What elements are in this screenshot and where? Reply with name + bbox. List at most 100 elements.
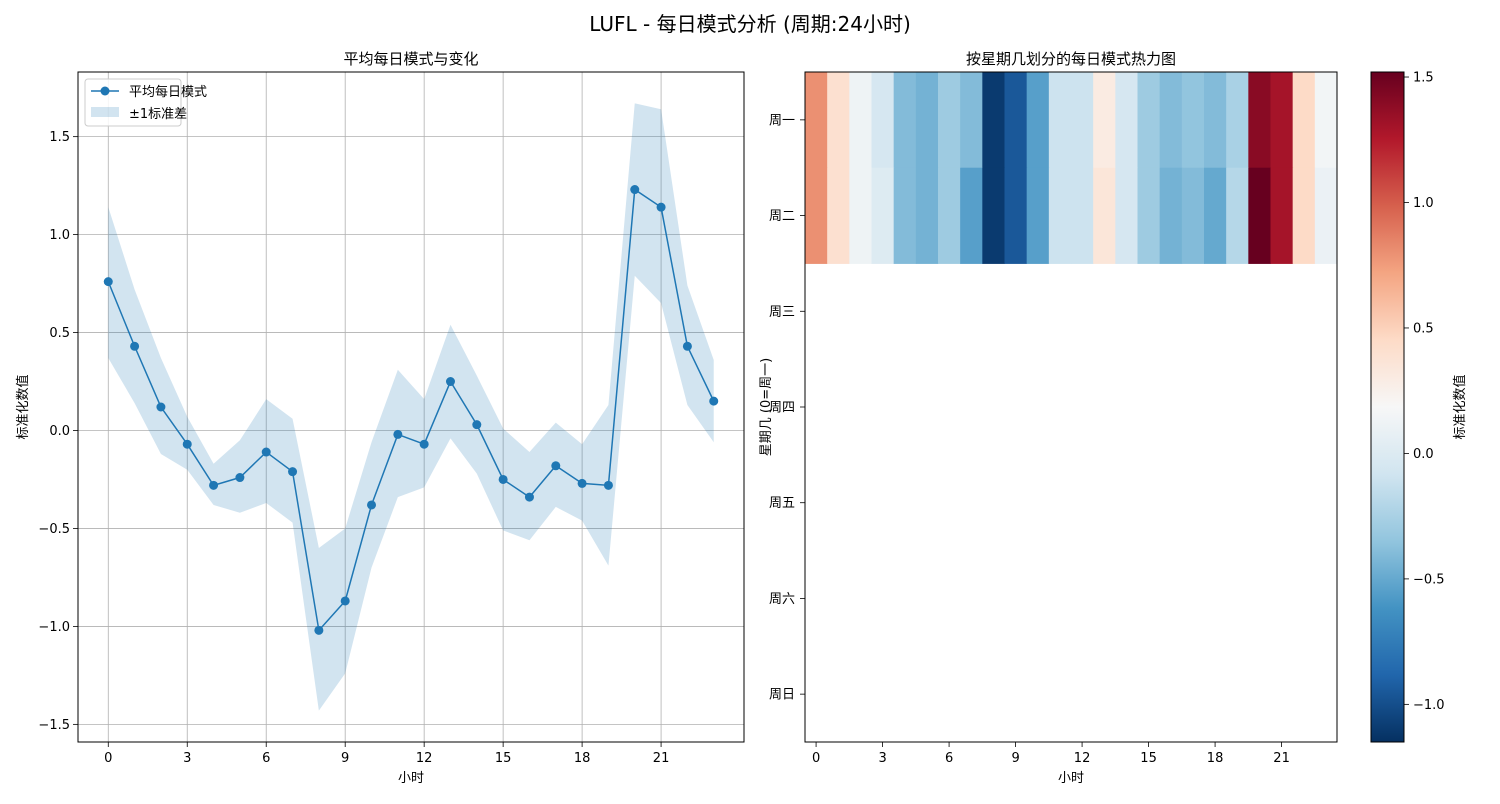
mean-point bbox=[630, 185, 640, 195]
colorbar-tick-label: −1.0 bbox=[1413, 698, 1445, 713]
heatmap-cell bbox=[1314, 72, 1338, 169]
heatmap-cells bbox=[805, 72, 1338, 264]
heatmap-y-tick-label: 周三 bbox=[769, 305, 795, 320]
heatmap-cell bbox=[893, 167, 917, 264]
colorbar-tick-label: 1.0 bbox=[1413, 196, 1434, 211]
heatmap-cell bbox=[1137, 72, 1161, 169]
mean-point bbox=[709, 396, 719, 406]
mean-series-line bbox=[107, 188, 715, 632]
line-chart-frame bbox=[77, 71, 745, 743]
mean-point bbox=[156, 402, 166, 412]
heatmap-cell bbox=[1115, 167, 1138, 264]
line-chart-title: 平均每日模式与变化 bbox=[343, 50, 478, 68]
mean-point bbox=[288, 467, 298, 477]
heatmap-cell bbox=[805, 72, 828, 169]
heatmap-x-ticks: 0 3 6 9 12 15 18 21 bbox=[812, 742, 1290, 766]
heatmap-x-tick-label: 0 bbox=[812, 751, 820, 766]
y-tick-label: −0.5 bbox=[38, 522, 70, 537]
legend-entry-mean: 平均每日模式 bbox=[129, 84, 207, 100]
heatmap-cell bbox=[1226, 167, 1249, 264]
mean-point bbox=[261, 447, 271, 457]
x-tick-label: 6 bbox=[262, 751, 270, 766]
heatmap-cell bbox=[1248, 167, 1271, 264]
heatmap-cell bbox=[1004, 167, 1028, 264]
mean-point bbox=[182, 439, 192, 449]
heatmap-cell bbox=[1159, 167, 1183, 264]
x-tick-label: 15 bbox=[495, 751, 512, 766]
heatmap-cell bbox=[1048, 72, 1072, 169]
mean-point bbox=[340, 596, 350, 606]
heatmap-cell bbox=[871, 72, 895, 169]
heatmap-x-tick-label: 21 bbox=[1273, 751, 1290, 766]
mean-point bbox=[314, 625, 324, 635]
heatmap-x-tick-label: 12 bbox=[1074, 751, 1091, 766]
y-tick-label: −1.5 bbox=[38, 718, 70, 733]
y-tick-label: 1.5 bbox=[49, 130, 70, 145]
line-chart-y-ticks: −1.5 −1.0 −0.5 0.0 0.5 1.0 1.5 bbox=[38, 130, 78, 733]
colorbar-tick-label: −0.5 bbox=[1413, 572, 1445, 587]
x-tick-label: 3 bbox=[183, 751, 191, 766]
y-tick-label: −1.0 bbox=[38, 620, 70, 635]
heatmap-cell bbox=[1270, 72, 1294, 169]
heatmap-cell bbox=[827, 72, 850, 169]
heatmap-x-tick-label: 15 bbox=[1140, 751, 1157, 766]
heatmap-cell bbox=[871, 167, 895, 264]
colorbar bbox=[1370, 71, 1405, 743]
heatmap-y-tick-label: 周日 bbox=[769, 688, 795, 703]
heatmap-cell bbox=[1314, 167, 1338, 264]
heatmap-y-tick-label: 周一 bbox=[769, 113, 795, 128]
line-chart-x-ticks: 0 3 6 9 12 15 18 21 bbox=[104, 742, 669, 766]
line-chart: 平均每日模式与变化 0 3 6 9 12 15 18 21 −1.5 −1.0 −0.5 0.0 0.… bbox=[15, 50, 745, 786]
heatmap-cell bbox=[1093, 167, 1116, 264]
heatmap-x-tick-label: 18 bbox=[1207, 751, 1224, 766]
heatmap-cell bbox=[1226, 72, 1249, 169]
x-tick-label: 9 bbox=[341, 751, 349, 766]
heatmap-cell bbox=[849, 72, 872, 169]
mean-point bbox=[130, 341, 140, 351]
heatmap-cell bbox=[1071, 167, 1094, 264]
heatmap-cell bbox=[1115, 72, 1138, 169]
x-tick-label: 12 bbox=[416, 751, 433, 766]
heatmap-cell bbox=[938, 72, 961, 169]
figure-title: LUFL - 每日模式分析 (周期:24小时) bbox=[589, 12, 911, 36]
heatmap-cell bbox=[1248, 72, 1271, 169]
heatmap-cell bbox=[1270, 167, 1294, 264]
mean-point bbox=[419, 439, 429, 449]
heatmap-cell bbox=[938, 167, 961, 264]
std-band-layer bbox=[108, 103, 714, 711]
y-tick-label: 0.5 bbox=[49, 326, 70, 341]
std-band bbox=[108, 103, 714, 711]
heatmap-y-tick-label: 周四 bbox=[769, 401, 795, 416]
mean-point bbox=[524, 492, 534, 502]
mean-point bbox=[498, 474, 508, 484]
y-tick-label: 0.0 bbox=[49, 424, 70, 439]
heatmap-cell bbox=[1026, 167, 1050, 264]
heatmap-chart: 按星期几划分的每日模式热力图 0 3 6 9 12 15 18 21 周一周二周三周四周五周六… bbox=[759, 50, 1468, 786]
heatmap-cell bbox=[893, 72, 917, 169]
mean-point bbox=[103, 277, 113, 287]
mean-point bbox=[682, 341, 692, 351]
heatmap-cell bbox=[1181, 167, 1205, 264]
heatmap-cell bbox=[805, 167, 828, 264]
heatmap-cell bbox=[960, 167, 983, 264]
legend-entry-std: ±1标准差 bbox=[129, 107, 187, 122]
heatmap-cell bbox=[1292, 72, 1316, 169]
colorbar-ticks: −1.0 −0.5 0.0 0.5 1.0 1.5 bbox=[1404, 71, 1445, 713]
x-tick-label: 18 bbox=[574, 751, 591, 766]
heatmap-x-tick-label: 6 bbox=[945, 751, 953, 766]
heatmap-x-tick-label: 3 bbox=[878, 751, 886, 766]
mean-point bbox=[445, 377, 455, 387]
heatmap-x-tick-label: 9 bbox=[1011, 751, 1019, 766]
heatmap-y-tick-label: 周二 bbox=[769, 209, 795, 224]
mean-point bbox=[472, 420, 482, 430]
mean-point bbox=[367, 500, 377, 510]
colorbar-tick-label: 0.5 bbox=[1413, 321, 1434, 336]
line-chart-xlabel: 小时 bbox=[398, 771, 424, 786]
heatmap-cell bbox=[1292, 167, 1316, 264]
heatmap-cell bbox=[1004, 72, 1028, 169]
heatmap-title: 按星期几划分的每日模式热力图 bbox=[966, 50, 1176, 68]
heatmap-cell bbox=[1093, 72, 1116, 169]
heatmap-cell bbox=[915, 167, 939, 264]
